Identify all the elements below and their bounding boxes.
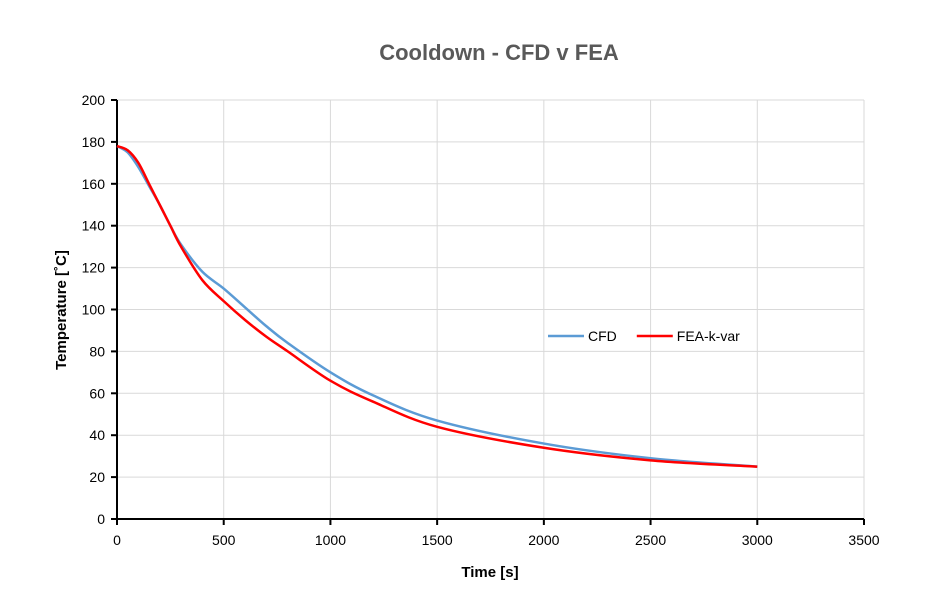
x-tick-label: 3000 <box>742 532 773 548</box>
y-tick-label: 100 <box>82 302 106 318</box>
y-tick-label: 180 <box>82 134 106 150</box>
legend-label-fea-k-var: FEA-k-var <box>677 328 740 344</box>
y-tick-label: 140 <box>82 218 106 234</box>
x-tick-label: 2000 <box>528 532 559 548</box>
x-axis-label: Time [s] <box>461 564 518 581</box>
legend-label-cfd: CFD <box>588 328 617 344</box>
series-line-fea-k-var <box>116 144 758 468</box>
y-tick-label: 40 <box>89 427 105 443</box>
x-tick-label: 0 <box>113 532 121 548</box>
y-tick-label: 160 <box>82 176 106 192</box>
y-tick-label: 60 <box>89 385 105 401</box>
grid <box>117 99 865 519</box>
x-tick-label: 1000 <box>315 532 346 548</box>
y-axis-label: Temperature [˚C] <box>53 250 70 370</box>
x-tick-label: 1500 <box>422 532 453 548</box>
y-tick-label: 80 <box>89 343 105 359</box>
x-tick-label: 2500 <box>635 532 666 548</box>
y-tick-label: 0 <box>97 511 105 527</box>
tick-labels: 0 500 1000 1500 2000 2500 3000 3500 0 20 40 60 80 100… <box>82 92 880 548</box>
chart-title: Cooldown - CFD v FEA <box>379 40 619 65</box>
series-lines <box>116 144 758 468</box>
legend: CFD FEA-k-var <box>548 328 740 344</box>
x-tick-label: 500 <box>212 532 236 548</box>
y-tick-label: 120 <box>82 260 106 276</box>
y-tick-label: 20 <box>89 469 105 485</box>
x-tick-label: 3500 <box>848 532 879 548</box>
y-tick-label: 200 <box>82 92 106 108</box>
axes <box>111 99 865 525</box>
